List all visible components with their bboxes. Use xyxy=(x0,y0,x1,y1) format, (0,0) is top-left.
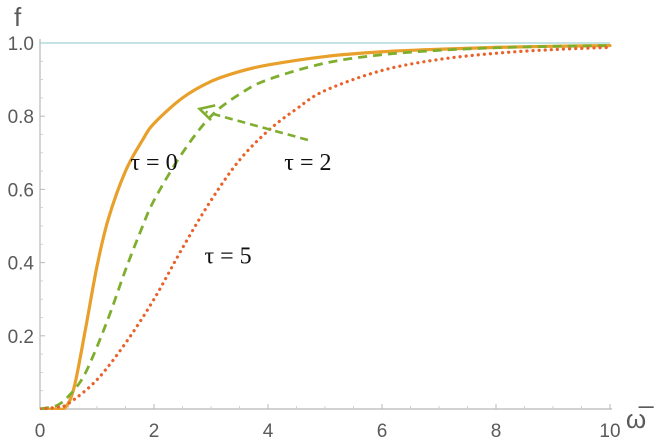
x-tick-label: 8 xyxy=(491,421,502,442)
y-tick-label: 0.8 xyxy=(8,107,34,128)
x-tick-label: 0 xyxy=(35,421,46,442)
y-axis-title: f xyxy=(14,2,22,32)
arrow-head xyxy=(196,104,216,122)
arrow-shaft xyxy=(205,110,309,142)
tick-labels: 0 2 4 6 8 10 0.2 0.4 0.6 0.8 1.0 xyxy=(8,34,621,442)
y-tick-label: 0.6 xyxy=(8,180,34,201)
series-group xyxy=(40,43,612,410)
x-tick-label: 6 xyxy=(377,421,388,442)
y-tick-label: 1.0 xyxy=(8,34,34,55)
x-tick-label: 2 xyxy=(149,421,160,442)
series-line-dashed xyxy=(40,44,611,410)
tick-marks xyxy=(39,42,611,409)
axes xyxy=(39,39,612,410)
curve-label: τ = 0 xyxy=(130,150,177,176)
y-tick-label: 0.4 xyxy=(8,254,35,275)
x-axis-title: ω̅ xyxy=(626,404,654,434)
series-line-solid xyxy=(40,43,612,410)
x-tick-label: 10 xyxy=(599,421,620,442)
curve-label: τ = 5 xyxy=(205,243,252,269)
curve-label: τ = 2 xyxy=(284,150,331,176)
y-tick-label: 0.2 xyxy=(8,327,34,348)
annotation-arrow xyxy=(196,104,309,142)
series-line-dotted xyxy=(40,45,612,410)
x-tick-label: 4 xyxy=(263,421,274,442)
annotations: τ = 0 τ = 2 τ = 5 xyxy=(130,150,331,269)
